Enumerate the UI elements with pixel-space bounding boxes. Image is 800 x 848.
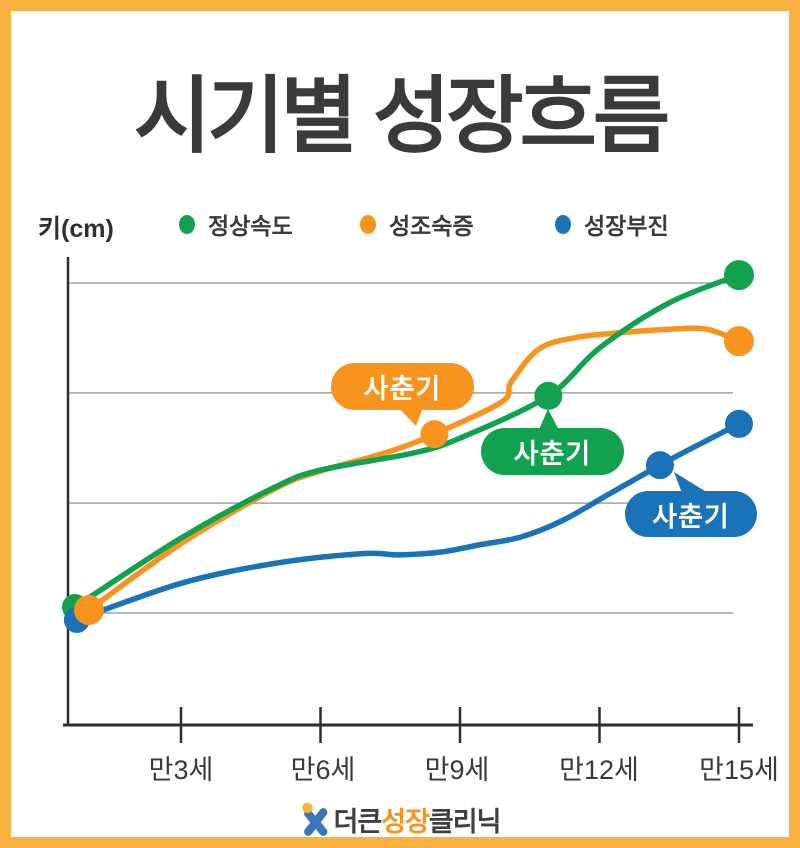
x-tick-label-9: 만9세 bbox=[424, 755, 490, 785]
legend-item-stunted: 성장부진 bbox=[555, 207, 669, 241]
puberty-callout-normal-label: 사춘기 bbox=[513, 439, 592, 469]
puberty-callout-precocious-label: 사춘기 bbox=[363, 374, 442, 404]
legend-item-precocious: 성조숙증 bbox=[360, 207, 474, 241]
legend-label-precocious: 성조숙증 bbox=[389, 213, 474, 239]
puberty-callout-normal: 사춘기 bbox=[481, 428, 624, 475]
legend-label-normal: 정상속도 bbox=[208, 213, 293, 239]
x-tick-label-3: 만3세 bbox=[148, 755, 214, 785]
legend-dot-orange-icon bbox=[360, 214, 376, 234]
brand-text-accent: 성장 bbox=[381, 807, 430, 837]
legend-dot-green-icon bbox=[179, 214, 195, 234]
brand-tagline bbox=[420, 841, 500, 844]
x-tick-label-15: 만15세 bbox=[699, 755, 779, 785]
puberty-callout-stunted-label: 사춘기 bbox=[652, 501, 730, 532]
brand-text-dark2: 클리닉 bbox=[428, 807, 502, 837]
legend-label-stunted: 성장부진 bbox=[584, 213, 669, 239]
growth-line-chart bbox=[61, 257, 754, 743]
x-tick-label-12: 만12세 bbox=[559, 755, 639, 785]
page-title: 시기별 성장흐름 bbox=[133, 69, 670, 163]
brand-text-block: 더큰 성장 클리닉 bbox=[333, 800, 502, 844]
legend-dot-blue-icon bbox=[555, 214, 571, 234]
y-axis-label: 키(cm) bbox=[38, 215, 114, 243]
legend-item-normal: 정상속도 bbox=[179, 207, 293, 241]
clinic-logo: 더큰 성장 클리닉 bbox=[11, 800, 789, 844]
legend: 키(cm) 정상속도 성조숙증 성장부진 bbox=[11, 207, 789, 243]
puberty-callout-stunted: 사춘기 bbox=[625, 491, 757, 537]
jumping-person-icon bbox=[301, 802, 327, 836]
puberty-callout-precocious: 사춘기 bbox=[331, 363, 474, 410]
x-tick-label-6: 만6세 bbox=[290, 755, 356, 785]
brand-text-dark1: 더큰 bbox=[333, 807, 383, 837]
